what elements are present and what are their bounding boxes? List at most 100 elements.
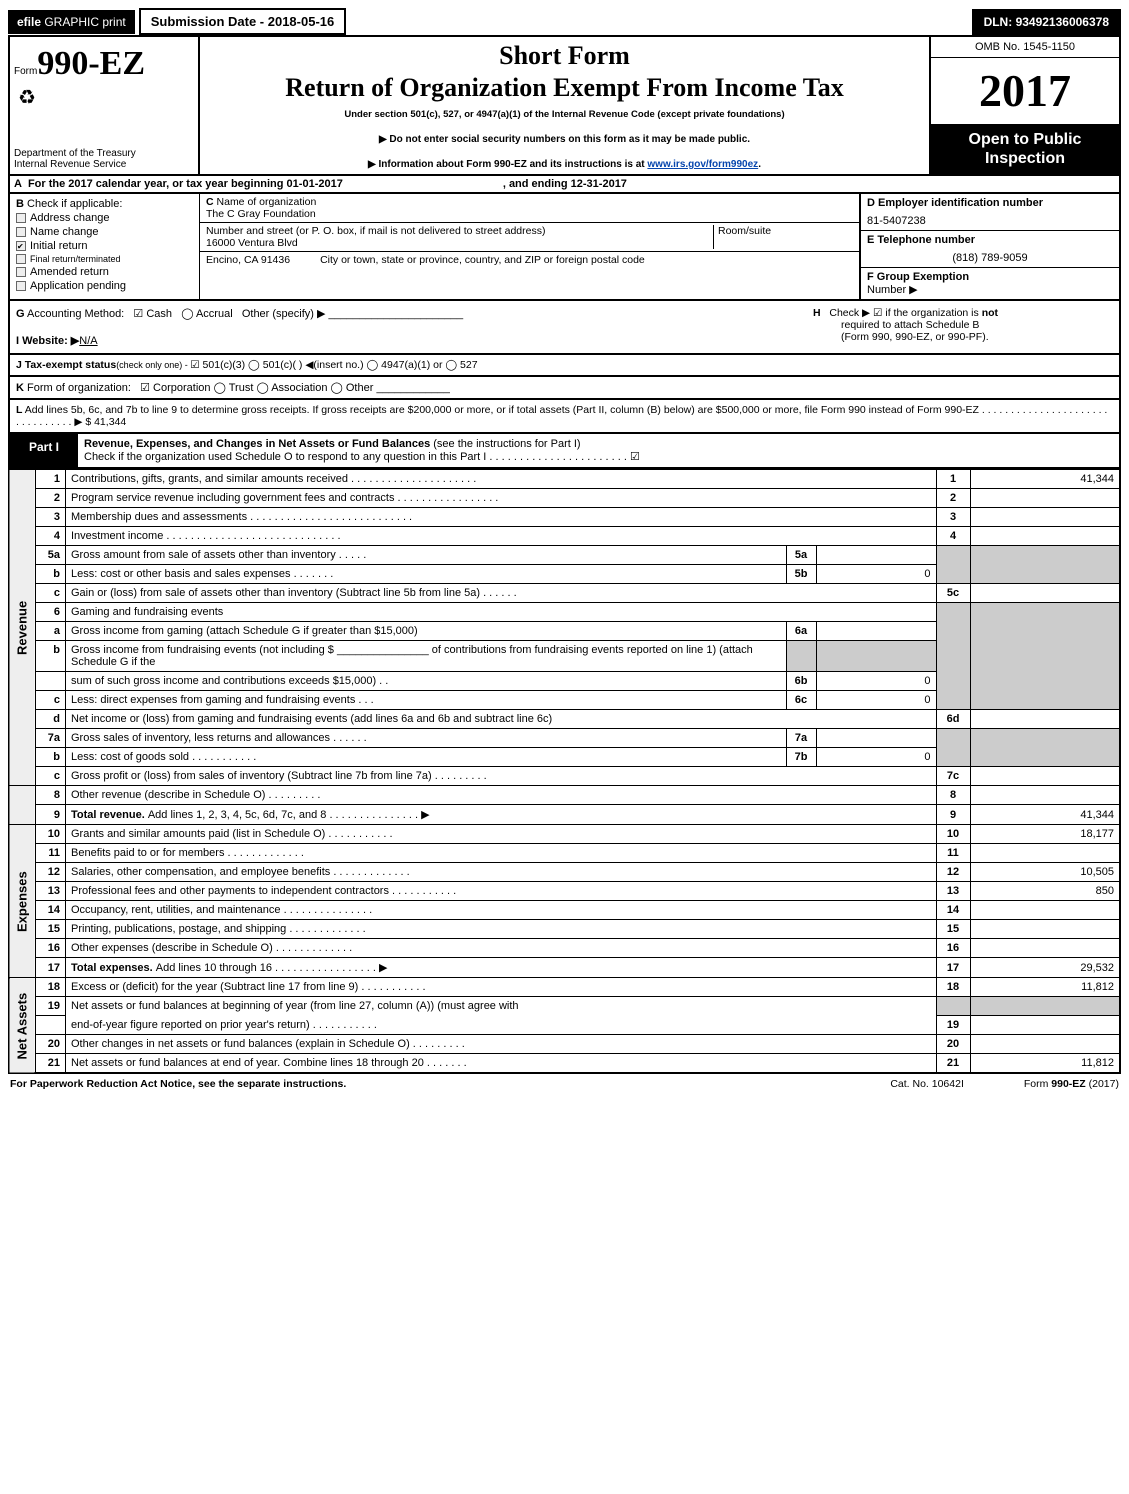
box-l: L Add lines 5b, 6c, and 7b to line 9 to …: [8, 400, 1121, 434]
line-desc: Printing, publications, postage, and shi…: [66, 920, 937, 939]
line-num: c: [36, 691, 66, 710]
line-desc: Professional fees and other payments to …: [66, 882, 937, 901]
h-text3: required to attach Schedule B: [841, 319, 1113, 331]
label-c: C: [206, 196, 214, 208]
line-box: 7c: [936, 767, 970, 786]
dln-label: DLN:: [984, 15, 1016, 29]
block-bc: B Check if applicable: Address change Na…: [8, 194, 1121, 301]
line-num: 10: [36, 825, 66, 844]
table-row: 21 Net assets or fund balances at end of…: [9, 1054, 1120, 1074]
line-desc: Gain or (loss) from sale of assets other…: [66, 584, 937, 603]
dln-value: 93492136006378: [1016, 15, 1109, 29]
line-desc: Gross profit or (loss) from sales of inv…: [66, 767, 937, 786]
line-num: 20: [36, 1035, 66, 1054]
line-val: 41,344: [970, 470, 1120, 489]
note2-prefix: ▶ Information about Form 990-EZ and its …: [368, 159, 647, 170]
line-box: 11: [936, 844, 970, 863]
chk-amended-return[interactable]: Amended return: [16, 266, 193, 278]
table-row: 17 Total expenses. Add lines 10 through …: [9, 958, 1120, 978]
note1: ▶ Do not enter social security numbers o…: [210, 134, 919, 145]
line-val: [970, 1035, 1120, 1054]
footer-right-prefix: Form: [1024, 1078, 1051, 1090]
line-box: 16: [936, 939, 970, 958]
box-g-i: G Accounting Method: ☑ Cash ◯ Accrual Ot…: [16, 307, 813, 347]
line-desc: Membership dues and assessments . . . . …: [66, 508, 937, 527]
department-block: Department of the Treasury Internal Reve…: [10, 144, 198, 174]
line-box: 2: [936, 489, 970, 508]
table-row: c Gross profit or (loss) from sales of i…: [9, 767, 1120, 786]
line-val: [970, 920, 1120, 939]
line-val: 10,505: [970, 863, 1120, 882]
line-val: 11,812: [970, 1054, 1120, 1074]
street-value: 16000 Ventura Blvd: [206, 237, 545, 249]
row-a-text: For the 2017 calendar year, or tax year …: [28, 178, 343, 190]
shaded-cell: [936, 997, 970, 1016]
part1-text: Revenue, Expenses, and Changes in Net As…: [78, 434, 1119, 467]
line-val: [970, 901, 1120, 920]
line-box: 14: [936, 901, 970, 920]
line-val: [970, 844, 1120, 863]
line-num: 4: [36, 527, 66, 546]
chk-application-pending[interactable]: Application pending: [16, 280, 193, 292]
line-num: 13: [36, 882, 66, 901]
line-val: [970, 786, 1120, 805]
label-h: H: [813, 307, 821, 319]
street-row: Number and street (or P. O. box, if mail…: [200, 223, 859, 252]
chk-final-return[interactable]: Final return/terminated: [16, 254, 193, 264]
line-val: 18,177: [970, 825, 1120, 844]
line-desc: Excess or (deficit) for the year (Subtra…: [66, 978, 937, 997]
footer-left: For Paperwork Reduction Act Notice, see …: [10, 1078, 346, 1090]
table-row: 7a Gross sales of inventory, less return…: [9, 729, 1120, 748]
box-def: D Employer identification number 81-5407…: [859, 194, 1119, 299]
line-desc: Gross income from gaming (attach Schedul…: [66, 622, 787, 641]
sub-num: 7a: [786, 729, 816, 748]
street-label: Number and street (or P. O. box, if mail…: [206, 225, 545, 237]
table-row: 11 Benefits paid to or for members . . .…: [9, 844, 1120, 863]
chk-name-change[interactable]: Name change: [16, 226, 193, 238]
line-val: [970, 939, 1120, 958]
box-e: E Telephone number (818) 789-9059: [861, 231, 1119, 268]
j-small: (check only one) -: [116, 360, 190, 370]
line-val: [970, 1016, 1120, 1035]
line-num: 12: [36, 863, 66, 882]
other-label: Other (specify) ▶: [242, 308, 326, 320]
checkbox-icon: [16, 254, 26, 264]
efile-print-button[interactable]: efile GRAPHIC print: [8, 10, 135, 34]
dept-line1: Department of the Treasury: [14, 148, 194, 159]
open-line1: Open to Public: [935, 130, 1115, 149]
line-desc: Net income or (loss) from gaming and fun…: [66, 710, 937, 729]
chk-label: Final return/terminated: [30, 254, 121, 264]
line-desc: Investment income . . . . . . . . . . . …: [66, 527, 937, 546]
line-desc: Total revenue. Add lines 1, 2, 3, 4, 5c,…: [66, 805, 937, 825]
label-k: K: [16, 382, 24, 394]
table-row: 15 Printing, publications, postage, and …: [9, 920, 1120, 939]
chk-label: Address change: [30, 212, 110, 224]
org-name-row: C Name of organization The C Gray Founda…: [200, 194, 859, 223]
line-desc: Occupancy, rent, utilities, and maintena…: [66, 901, 937, 920]
line-num: 9: [36, 805, 66, 825]
checkbox-icon: [16, 281, 26, 291]
part1-check-text: Check if the organization used Schedule …: [84, 450, 1113, 463]
line-num: 1: [36, 470, 66, 489]
city-row: Encino, CA 91436 City or town, state or …: [200, 252, 859, 299]
instructions-link[interactable]: www.irs.gov/form990ez: [647, 159, 758, 170]
revenue-section-label: Revenue: [9, 470, 36, 786]
line-num: 11: [36, 844, 66, 863]
l9-rest: Add lines 1, 2, 3, 4, 5c, 6d, 7c, and 8 …: [148, 809, 430, 821]
line-box: 6d: [936, 710, 970, 729]
chk-initial-return[interactable]: Initial return: [16, 240, 193, 252]
line-num: 17: [36, 958, 66, 978]
box-i: I Website: ▶N/A: [16, 334, 813, 347]
part1-title: Revenue, Expenses, and Changes in Net As…: [84, 438, 433, 450]
line-num: 15: [36, 920, 66, 939]
room-suite: Room/suite: [713, 225, 853, 249]
chk-address-change[interactable]: Address change: [16, 212, 193, 224]
dept-line2: Internal Revenue Service: [14, 159, 194, 170]
shaded-cell: [970, 603, 1120, 710]
box-g: G Accounting Method: ☑ Cash ◯ Accrual Ot…: [16, 307, 813, 320]
submission-date: 2018-05-16: [268, 14, 335, 29]
expenses-section-label: Expenses: [9, 825, 36, 978]
line-num: a: [36, 622, 66, 641]
header-left: Form990-EZ ♻ Department of the Treasury …: [10, 37, 200, 174]
sub-num: 5a: [786, 546, 816, 565]
